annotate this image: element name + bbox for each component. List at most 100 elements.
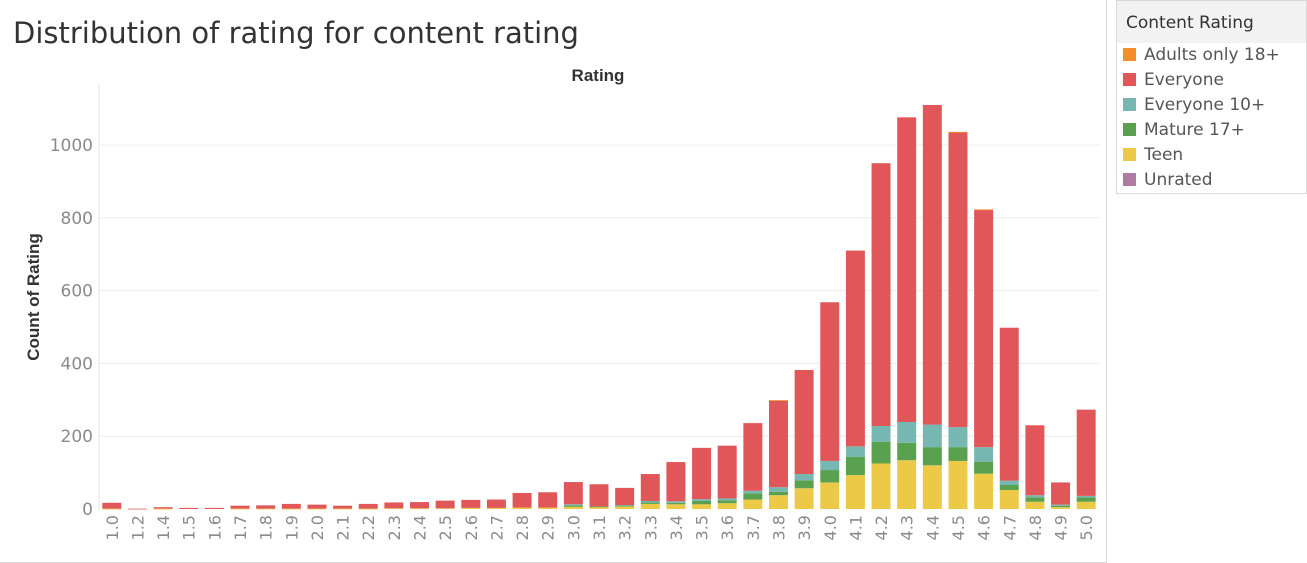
- bar-segment: [845, 250, 865, 447]
- bar-segment: [615, 504, 635, 506]
- bar-segment: [538, 507, 558, 509]
- legend-item-teen[interactable]: Teen: [1117, 143, 1306, 168]
- bar-segment: [743, 499, 763, 509]
- bar-segment: [1076, 495, 1096, 498]
- y-tick-label: 800: [61, 209, 93, 229]
- bar-segment: [640, 474, 660, 501]
- x-tick-label: 2.0: [308, 515, 327, 540]
- bar-segment: [820, 460, 840, 471]
- bar-segment: [845, 456, 865, 476]
- legend-label: Everyone 10+: [1144, 95, 1266, 115]
- bar-segment: [333, 508, 353, 510]
- bar-segment: [486, 499, 506, 508]
- x-tick-label: 1.5: [180, 515, 199, 540]
- bar-segment: [794, 474, 814, 481]
- x-tick-label: 2.8: [513, 515, 532, 540]
- x-tick-label: 2.5: [436, 515, 455, 540]
- bar-segment: [410, 502, 429, 509]
- x-tick-label: 2.3: [385, 515, 404, 540]
- bar-segment: [640, 503, 660, 509]
- bar-segment: [692, 499, 712, 501]
- bar-segment: [230, 508, 250, 510]
- bar-segment: [435, 500, 455, 509]
- legend-title: Content Rating: [1117, 1, 1306, 43]
- legend-label: Adults only 18+: [1144, 45, 1280, 65]
- x-tick-label: 3.1: [590, 515, 609, 540]
- bar-segment: [974, 473, 994, 509]
- bar-segment: [102, 502, 122, 509]
- bar-segment: [1025, 425, 1045, 496]
- bar-segment: [102, 508, 122, 510]
- bar-segment: [640, 500, 660, 503]
- y-tick-label: 600: [61, 282, 93, 302]
- bar-segment: [871, 163, 891, 427]
- bar-segment: [179, 507, 199, 509]
- bar-segment: [794, 369, 814, 475]
- x-tick-label: 1.4: [154, 515, 173, 540]
- bar-segment: [845, 475, 865, 509]
- bar-segment: [692, 447, 712, 500]
- legend-item-mature-17[interactable]: Mature 17+: [1117, 118, 1306, 143]
- bar-segment: [922, 424, 942, 448]
- bar-segment: [897, 460, 917, 509]
- bar-segment: [358, 503, 378, 509]
- bar-segment: [563, 505, 583, 507]
- bar-segment: [794, 480, 814, 489]
- legend-item-adults-only[interactable]: Adults only 18+: [1117, 43, 1306, 68]
- bar-segment: [871, 441, 891, 464]
- bar-segment: [999, 490, 1019, 509]
- x-tick-label: 2.2: [359, 515, 378, 540]
- bar-segment: [435, 508, 455, 510]
- legend-item-everyone-10[interactable]: Everyone 10+: [1117, 93, 1306, 118]
- bar-segment: [717, 498, 737, 501]
- bar-segment: [615, 487, 635, 505]
- bar-segment: [1076, 409, 1096, 496]
- bar-segment: [384, 502, 404, 509]
- bar-segment: [769, 491, 788, 496]
- bar-segment: [666, 462, 686, 502]
- stacked-bar-chart: 0 200 400 600 800 1000 Rating Count of Rating 1.…: [24, 66, 1099, 540]
- bar-segment: [922, 104, 942, 425]
- bar-segment: [640, 502, 660, 504]
- bar-segment: [999, 480, 1019, 485]
- x-tick-label: 4.7: [1000, 515, 1019, 540]
- legend-label: Unrated: [1144, 170, 1213, 190]
- legend-item-everyone[interactable]: Everyone: [1117, 68, 1306, 93]
- legend-item-unrated[interactable]: Unrated: [1117, 168, 1306, 193]
- bar-segment: [256, 505, 276, 509]
- bar-segment: [333, 505, 353, 509]
- bar-segment: [589, 506, 609, 508]
- x-tick-label: 3.4: [667, 515, 686, 540]
- bar-segment: [999, 327, 1019, 481]
- bar-segment: [1076, 501, 1096, 509]
- bar-segment: [871, 463, 891, 509]
- bar-segment: [974, 447, 994, 462]
- bar-segment: [666, 502, 686, 505]
- bar-segment: [999, 484, 1019, 491]
- bar-segment: [845, 446, 865, 457]
- x-tick-label: 2.7: [487, 515, 506, 540]
- x-tick-label: 5.0: [1077, 515, 1096, 540]
- bar-segment: [615, 505, 635, 507]
- x-tick-label: 2.9: [539, 515, 558, 540]
- bar-segment: [563, 482, 583, 505]
- bar-segment: [204, 507, 224, 509]
- bar-segment: [281, 503, 301, 509]
- bar-segment: [743, 490, 763, 494]
- bar-segment: [538, 492, 558, 508]
- x-tick-label: 1.9: [282, 515, 301, 540]
- bar-segment: [666, 504, 686, 509]
- bar-segment: [948, 132, 968, 428]
- chart-title: Distribution of rating for content ratin…: [13, 16, 579, 50]
- bar-segment: [256, 508, 276, 510]
- x-tick-label: 4.6: [975, 515, 994, 540]
- x-tick-label: 3.6: [718, 515, 737, 540]
- x-tick-label: 1.7: [231, 515, 250, 540]
- bar-segment: [563, 506, 583, 509]
- x-tick-label: 3.9: [795, 515, 814, 540]
- bar-segment: [871, 426, 891, 442]
- x-tick-label: 4.5: [949, 515, 968, 540]
- bar-segment: [307, 504, 327, 509]
- x-tick-label: 1.6: [205, 515, 224, 540]
- bar-segment: [666, 501, 686, 503]
